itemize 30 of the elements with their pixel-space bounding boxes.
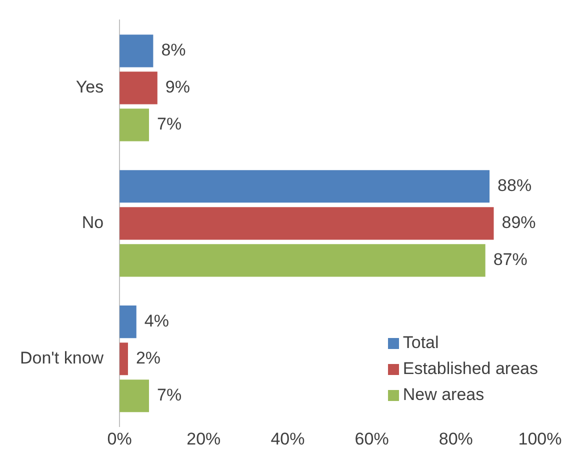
data-label: 7%	[156, 386, 182, 405]
x-tick-label: 20%	[186, 429, 221, 448]
x-tick-label: 100%	[518, 429, 562, 448]
y-tick-label: No	[82, 213, 104, 232]
bar	[120, 170, 490, 203]
data-label: 7%	[156, 114, 182, 134]
x-tick-label: 60%	[354, 429, 389, 448]
data-label: 9%	[165, 78, 190, 97]
bar	[120, 72, 158, 104]
data-label: 4%	[144, 312, 169, 331]
bar	[120, 306, 136, 338]
data-label: 88%	[498, 176, 532, 196]
data-label: 8%	[161, 40, 186, 60]
bar	[120, 108, 149, 142]
y-tick-label: Don't know	[20, 348, 104, 368]
legend-label: Total	[402, 332, 439, 354]
data-label: 2%	[136, 348, 161, 368]
bar	[120, 380, 149, 412]
x-tick-label: 80%	[438, 429, 473, 448]
data-label: 89%	[502, 213, 536, 232]
legend-label: New areas	[402, 384, 484, 406]
x-tick-label: 40%	[270, 429, 305, 448]
bar	[120, 342, 128, 376]
bar	[120, 207, 494, 240]
bar	[120, 34, 154, 68]
legend-label: Established areas	[402, 358, 538, 380]
y-tick-label: Yes	[76, 78, 104, 97]
x-tick-label: 0%	[107, 429, 132, 448]
bar	[120, 244, 486, 277]
data-label: 87%	[493, 250, 528, 270]
